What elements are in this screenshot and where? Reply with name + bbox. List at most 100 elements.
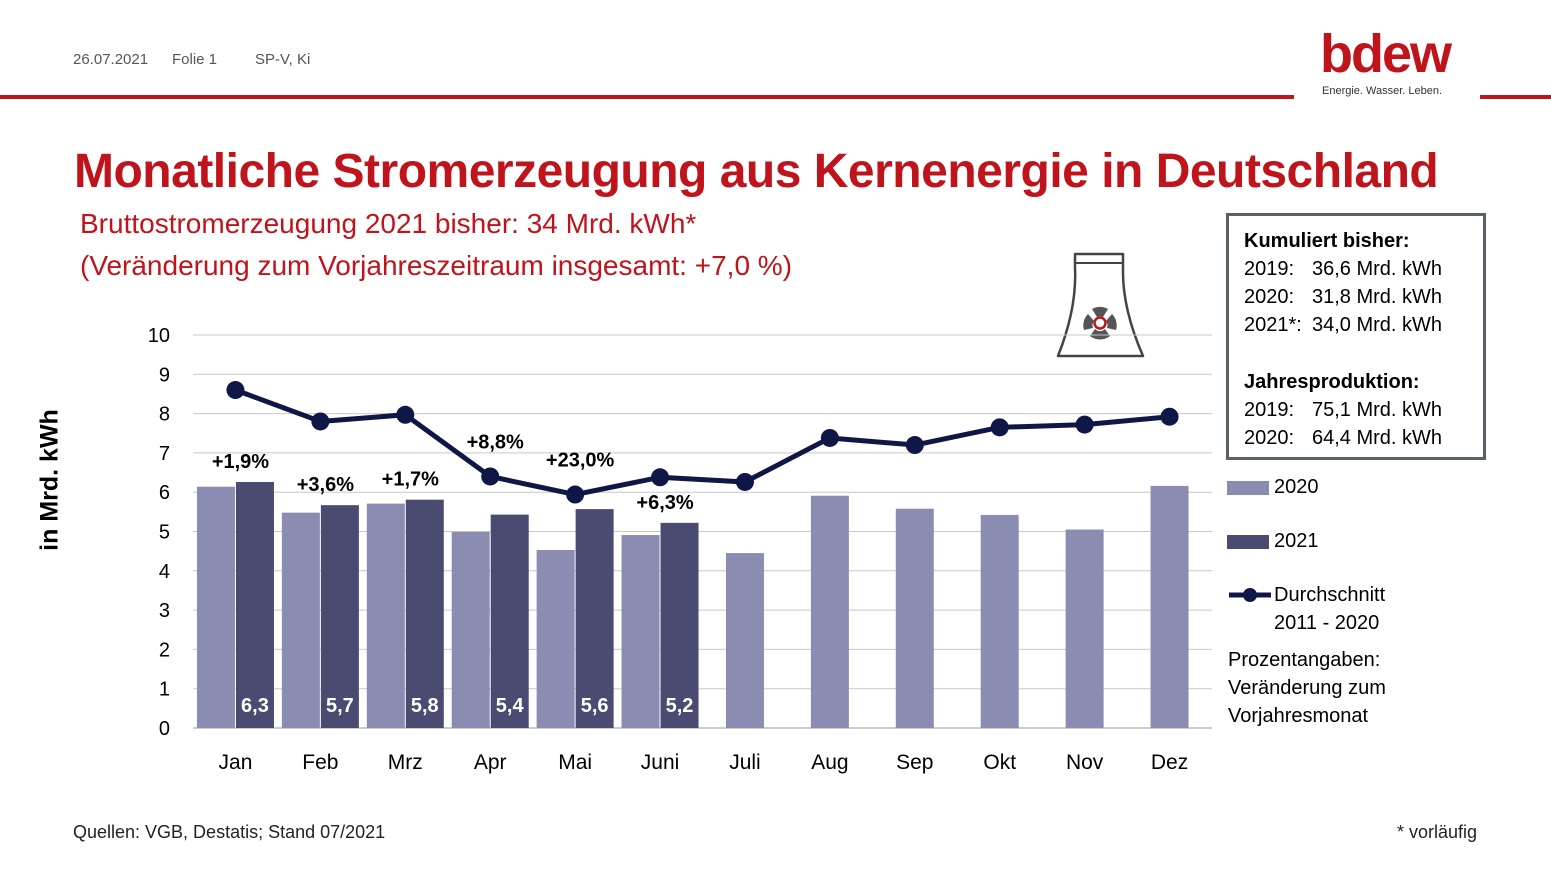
note-line: Prozentangaben: xyxy=(1228,649,1381,671)
legend-label-average-1: Durchschnitt xyxy=(1274,584,1386,606)
y-tick-label: 8 xyxy=(159,404,170,426)
bar-2020 xyxy=(1065,529,1104,728)
legend-label-average-2: 2011 - 2020 xyxy=(1274,612,1380,634)
change-percent-label: +23,0% xyxy=(546,450,615,472)
note-line: Vorjahresmonat xyxy=(1228,705,1369,727)
legend-swatch-2020 xyxy=(1227,481,1269,495)
legend-swatch-2021 xyxy=(1227,535,1269,549)
y-tick-label: 7 xyxy=(159,443,170,465)
summary-value: 64,4 Mrd. kWh xyxy=(1312,427,1443,449)
x-tick-label: Apr xyxy=(474,751,507,774)
bar-2021 xyxy=(490,514,529,728)
x-tick-label: Sep xyxy=(896,751,933,774)
bar-2020 xyxy=(725,553,764,728)
bar-2020 xyxy=(196,486,235,728)
legend-label-2021: 2021 xyxy=(1274,530,1319,552)
x-tick-label: Nov xyxy=(1066,751,1104,774)
logo-wordmark: bdew xyxy=(1320,24,1452,84)
bar-value-label: 5,2 xyxy=(666,695,694,717)
footer-source: Quellen: VGB, Destatis; Stand 07/2021 xyxy=(73,822,386,842)
bar-2021 xyxy=(320,505,359,728)
header-rule-left xyxy=(0,95,1294,99)
bar-2021 xyxy=(235,481,274,728)
summary-row: 2020: 64,4 Mrd. kWh xyxy=(1244,424,1442,452)
bar-2020 xyxy=(810,495,849,728)
bar-value-label: 5,4 xyxy=(496,695,525,717)
average-point xyxy=(820,428,839,447)
bar-value-label: 5,7 xyxy=(326,695,354,717)
summary-year: 2020: xyxy=(1244,286,1295,308)
x-tick-label: Juli xyxy=(729,751,761,774)
average-point xyxy=(735,472,754,491)
bar-2020 xyxy=(536,549,575,728)
header-slide-number: Folie 1 xyxy=(172,51,218,68)
bar-value-label: 6,3 xyxy=(241,695,269,717)
x-tick-label: Juni xyxy=(641,751,680,774)
x-tick-label: Aug xyxy=(811,751,848,774)
average-point xyxy=(651,468,670,487)
legend-swatch-average xyxy=(1229,588,1271,602)
nuclear-cooling-tower-icon xyxy=(1056,252,1145,358)
bar-2020 xyxy=(1150,485,1189,728)
average-point xyxy=(1160,407,1179,426)
y-tick-label: 5 xyxy=(159,522,170,544)
average-point xyxy=(311,412,330,431)
bar-2020 xyxy=(895,508,934,728)
average-point xyxy=(905,436,924,455)
note-line: Veränderung zum xyxy=(1228,677,1386,699)
change-percent-label: +6,3% xyxy=(636,492,693,514)
bar-2021 xyxy=(405,499,444,728)
summary-value: 31,8 Mrd. kWh xyxy=(1312,286,1443,308)
summary-year: 2019: xyxy=(1244,399,1295,421)
change-percent-label: +1,7% xyxy=(382,469,439,491)
y-tick-label: 0 xyxy=(159,718,170,740)
summary-value: 36,6 Mrd. kWh xyxy=(1312,258,1443,280)
x-tick-label: Jan xyxy=(219,751,253,774)
header-date: 26.07.2021 xyxy=(73,51,149,68)
summary-heading-cumulative: Kumuliert bisher: xyxy=(1244,230,1410,252)
x-tick-label: Dez xyxy=(1151,751,1188,774)
bar-2020 xyxy=(980,514,1019,728)
bar-value-label: 5,8 xyxy=(411,695,439,717)
summary-year: 2019: xyxy=(1244,258,1295,280)
change-percent-label: +8,8% xyxy=(467,431,524,453)
x-tick-label: Feb xyxy=(302,751,338,774)
percent-note: Prozentangaben: Veränderung zum Vorjahre… xyxy=(1228,646,1386,730)
summary-row: 2020: 31,8 Mrd. kWh xyxy=(1244,283,1442,311)
bar-2020 xyxy=(621,535,660,728)
average-point xyxy=(990,418,1009,437)
y-tick-label: 9 xyxy=(159,364,170,386)
y-tick-label: 1 xyxy=(159,679,170,701)
bar-2021 xyxy=(660,522,699,728)
x-tick-label: Okt xyxy=(983,751,1016,774)
average-point xyxy=(1075,415,1094,434)
page-title: Monatliche Stromerzeugung aus Kernenergi… xyxy=(74,145,1439,198)
summary-year: 2020: xyxy=(1244,427,1295,449)
y-tick-label: 3 xyxy=(159,600,170,622)
bar-2020 xyxy=(281,512,320,728)
bar-2021 xyxy=(575,509,614,728)
y-tick-label: 2 xyxy=(159,639,170,661)
summary-heading-annual: Jahresproduktion: xyxy=(1244,371,1420,393)
summary-row: 2019: 75,1 Mrd. kWh xyxy=(1244,396,1442,424)
y-tick-label: 6 xyxy=(159,482,170,504)
header-author: SP-V, Ki xyxy=(255,51,311,68)
summary-value: 75,1 Mrd. kWh xyxy=(1312,399,1443,421)
average-point xyxy=(566,485,585,504)
bar-value-label: 5,6 xyxy=(581,695,609,717)
average-line xyxy=(234,387,1170,498)
change-percent-label: +1,9% xyxy=(212,451,269,473)
y-tick-label: 4 xyxy=(159,561,170,583)
y-tick-label: 10 xyxy=(148,325,170,347)
summary-row: 2021*: 34,0 Mrd. kWh xyxy=(1244,311,1442,339)
x-tick-label: Mrz xyxy=(388,751,423,774)
subtitle-total: Bruttostromerzeugung 2021 bisher: 34 Mrd… xyxy=(80,208,697,239)
x-tick-label: Mai xyxy=(558,751,592,774)
logo-tagline: Energie. Wasser. Leben. xyxy=(1322,85,1443,97)
bdew-logo: bdew Energie. Wasser. Leben. xyxy=(1320,26,1460,101)
bar-2020 xyxy=(366,503,405,728)
change-percent-label: +3,6% xyxy=(297,474,354,496)
footer-footnote: * vorläufig xyxy=(1397,822,1478,842)
subtitle-change: (Veränderung zum Vorjahreszeitraum insge… xyxy=(80,250,793,281)
